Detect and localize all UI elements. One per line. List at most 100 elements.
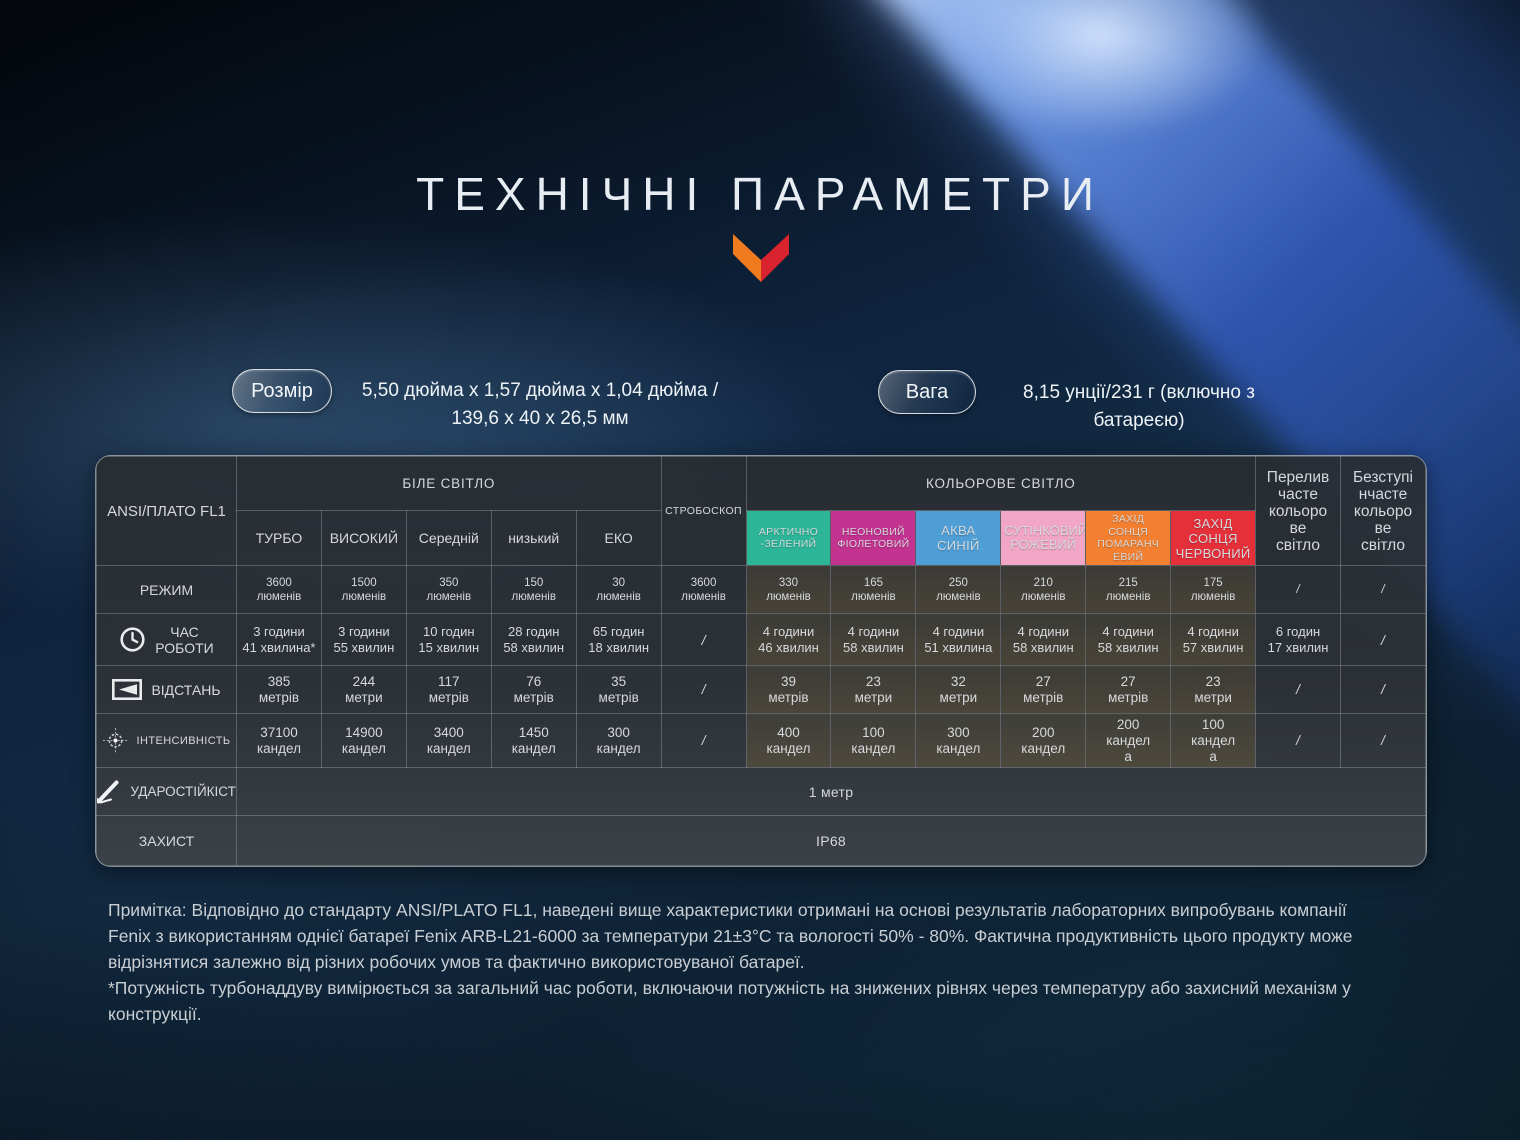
spec-cell: 400 кандел — [745, 713, 832, 768]
white-light-group-header: БІЛЕ СВІТЛО — [236, 456, 662, 511]
spec-cell: 244 метри — [320, 665, 407, 714]
color-mode-chip: ЗАХІД СОНЦЯ ЧЕРВОНИЙ — [1170, 510, 1257, 566]
white-mode-header: ТУРБО — [236, 510, 322, 566]
spec-cell: 250 люменів — [915, 565, 1002, 614]
spec-cell: 37100 кандел — [236, 713, 322, 768]
spec-cell: / — [1339, 713, 1426, 768]
color-mode-chip: АРКТИЧНО -ЗЕЛЕНИЙ — [745, 510, 832, 566]
spec-row-impact: УДАРОСТІЙКІСТЬ 1 метр — [96, 767, 1426, 816]
beam-distance-icon — [112, 679, 143, 700]
spec-cell: 150 люменів — [490, 565, 577, 614]
spec-cell: 4 години 58 хвилин — [1085, 613, 1172, 666]
spec-cell: / — [1255, 665, 1341, 714]
spec-cell: 65 годин 18 хвилин — [575, 613, 662, 666]
color-mode-chip: ЗАХІД СОНЦЯ ПОМАРАНЧ ЕВИЙ — [1085, 510, 1172, 566]
spec-cell: 23 метри — [1170, 665, 1257, 714]
spec-cell: 10 годин 15 хвилин — [405, 613, 492, 666]
size-value: 5,50 дюйма x 1,57 дюйма x 1,04 дюйма / 1… — [361, 380, 719, 429]
spec-cell: / — [1339, 665, 1426, 714]
ansi-standard-label: ANSI/ПЛАТО FL1 — [96, 456, 237, 566]
spec-row-mode: РЕЖИМ 3600 люменів 1500 люменів 350 люменів… — [96, 565, 1426, 614]
spec-cell: 14900 кандел — [320, 713, 407, 768]
spec-cell: / — [660, 613, 747, 666]
white-mode-header: низький — [490, 510, 577, 566]
spec-cell: / — [660, 665, 747, 714]
size-pill: Розмір — [232, 369, 332, 413]
spec-cell: 4 години 57 хвилин — [1170, 613, 1257, 666]
spec-cell: 1450 кандел — [490, 713, 577, 768]
row-label-distance: ВІДСТАНЬ — [96, 665, 237, 714]
white-mode-header: Середній — [405, 510, 492, 566]
spec-cell: 39 метрів — [745, 665, 832, 714]
spec-row-distance: ВІДСТАНЬ 385 метрів 244 метри 117 метрів 76 … — [96, 665, 1426, 714]
spec-cell: 200 кандел а — [1085, 713, 1172, 768]
spec-cell: 175 люменів — [1170, 565, 1257, 614]
spec-cell: 4 години 58 хвилин — [1000, 613, 1087, 666]
spec-cell: 23 метри — [830, 665, 917, 714]
spec-cell: 4 години 51 хвилина — [915, 613, 1002, 666]
color-mode-chip: СУТІНКОВИЙ РОЖЕВИЙ — [1000, 510, 1087, 566]
spec-cell: 200 кандел — [1000, 713, 1087, 768]
weight-pill-label: Вага — [905, 380, 949, 403]
spec-cell: 76 метрів — [490, 665, 577, 714]
spec-cell: 300 кандел — [915, 713, 1002, 768]
spec-cell: 3400 кандел — [405, 713, 492, 768]
row-label-intensity: ІНТЕНСИВНІСТЬ — [96, 713, 237, 768]
weight-value: 8,15 унції/231 г (включно з батареєю) — [1023, 382, 1255, 431]
spec-cell: / — [1339, 565, 1426, 614]
color-mode-chip: АКВА СИНІЙ — [915, 510, 1002, 566]
spec-cell: 1500 люменів — [320, 565, 407, 614]
impact-icon — [97, 780, 119, 803]
spec-cell: / — [1339, 613, 1426, 666]
spec-cell: 3 години 55 хвилин — [320, 613, 407, 666]
footnote-text: Примітка: Відповідно до стандарту ANSI/P… — [108, 900, 1353, 1024]
spec-row-runtime: ЧАС РОБОТИ 3 години 41 хвилина* 3 години 5… — [96, 613, 1426, 666]
spec-cell: 117 метрів — [405, 665, 492, 714]
spec-cell: / — [1255, 713, 1341, 768]
clock-icon — [120, 627, 145, 652]
white-mode-header: ВИСОКИЙ — [320, 510, 407, 566]
table-header-groups: ANSI/ПЛАТО FL1 БІЛЕ СВІТЛО СТРОБОСКОП КОЛЬО… — [96, 456, 1426, 566]
spec-cell: 210 люменів — [1000, 565, 1087, 614]
page-title: ТЕХНІЧНІ ПАРАМЕТРИ — [416, 167, 1104, 220]
spec-cell: 27 метрів — [1000, 665, 1087, 714]
spec-span-value-impact: 1 метр — [236, 767, 1426, 816]
color-mode-chip: НЕОНОВИЙ ФІОЛЕТОВИЙ — [830, 510, 917, 566]
spec-table: ANSI/ПЛАТО FL1 БІЛЕ СВІТЛО СТРОБОСКОП КОЛЬО… — [96, 456, 1426, 866]
weight-pill: Вага — [878, 370, 976, 414]
spec-cell: 300 кандел — [575, 713, 662, 768]
spec-cell: 100 кандел — [830, 713, 917, 768]
spec-span-value-protection: IP68 — [236, 815, 1426, 866]
spec-cell: 30 люменів — [575, 565, 662, 614]
chevron-down-icon — [733, 234, 789, 282]
spec-cell: 385 метрів — [236, 665, 322, 714]
spec-cell: / — [660, 713, 747, 768]
target-icon — [102, 728, 128, 753]
stepless-color-column-header: Безступі нчасте кольоро ве світло — [1339, 456, 1426, 566]
spec-cell: 4 години 46 хвилин — [745, 613, 832, 666]
spec-cell: 28 годин 58 хвилин — [490, 613, 577, 666]
spec-cell: 35 метрів — [575, 665, 662, 714]
spec-cell: 165 люменів — [830, 565, 917, 614]
size-pill-label: Розмір — [251, 379, 313, 402]
spec-cell: 330 люменів — [745, 565, 832, 614]
row-label-runtime: ЧАС РОБОТИ — [96, 613, 237, 666]
spec-cell: 100 кандел а — [1170, 713, 1257, 768]
table-header-modes: ТУРБО ВИСОКИЙ Середній низький ЕКО АРКТИЧНО -… — [97, 510, 1426, 566]
spec-cell: 27 метрів — [1085, 665, 1172, 714]
spec-row-intensity: ІНТЕНСИВНІСТЬ 37100 кандел 14900 кандел 340… — [96, 713, 1426, 768]
spec-cell: 3600 люменів — [660, 565, 747, 614]
spec-cell: 215 люменів — [1085, 565, 1172, 614]
spec-cell: 6 годин 17 хвилин — [1255, 613, 1341, 666]
strobe-column-header: СТРОБОСКОП — [660, 456, 747, 566]
spec-cell: 3600 люменів — [236, 565, 322, 614]
spec-cell: 350 люменів — [405, 565, 492, 614]
spec-cell: / — [1255, 565, 1341, 614]
color-light-group-header: КОЛЬОРОВЕ СВІТЛО — [745, 456, 1257, 511]
spec-row-protection: ЗАХИСТ IP68 — [96, 815, 1426, 866]
spec-cell: 4 години 58 хвилин — [830, 613, 917, 666]
gradient-color-column-header: Перелив часте кольоро ве світло — [1255, 456, 1341, 566]
spec-cell: 32 метри — [915, 665, 1002, 714]
white-mode-header: ЕКО — [575, 510, 662, 566]
